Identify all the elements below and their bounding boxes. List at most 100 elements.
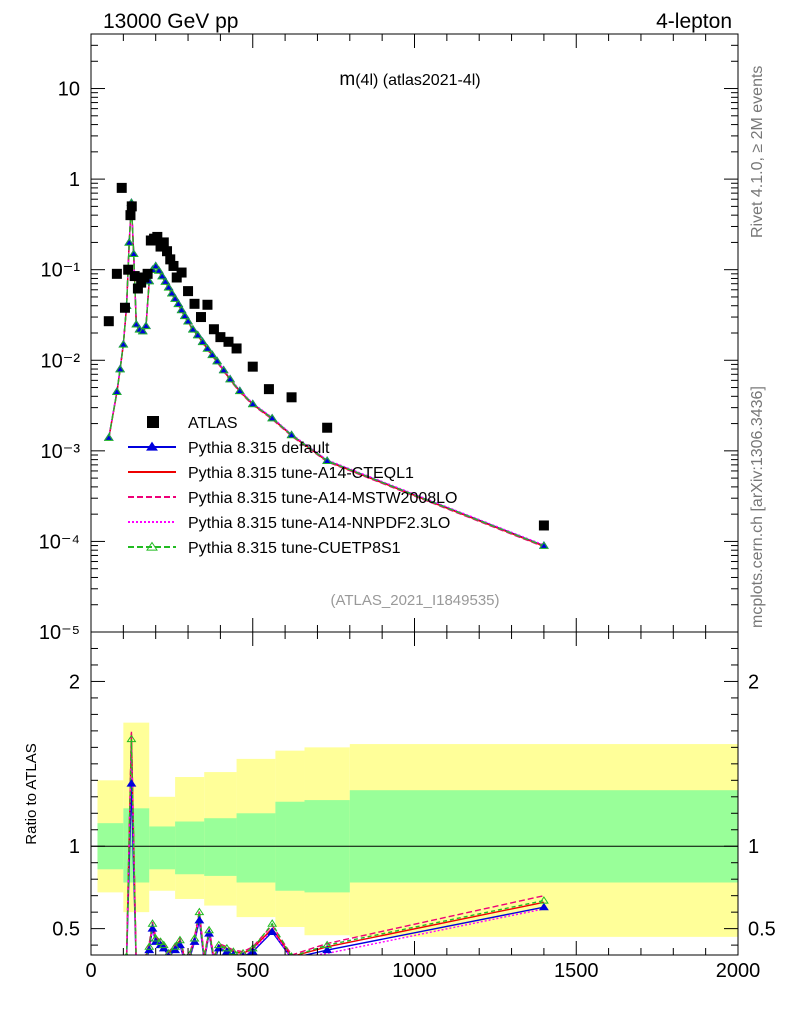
ratio-default-marker: [322, 945, 333, 954]
mc-cuetp8s1-marker: [128, 249, 139, 258]
mc-cuetp8s1-marker: [157, 271, 168, 280]
x-tick-label: 500: [236, 960, 269, 982]
legend-marker: [147, 416, 159, 428]
rivet-version-label: Rivet 4.1.0, ≥ 2M events: [749, 66, 766, 238]
legend-label: Pythia 8.315 default: [188, 440, 330, 457]
ratio-band-inner: [236, 813, 276, 883]
legend-entry: Pythia 8.315 tune-A14-CTEQL1: [128, 465, 414, 482]
ratio-y-tick-label-right: 0.5: [748, 919, 776, 941]
atlas-data-point: [165, 254, 176, 265]
header-left-label: 13000 GeV pp: [103, 10, 238, 33]
main-y-tick-label: 10⁻³: [41, 441, 81, 463]
ratio-band-inner: [175, 821, 205, 875]
legend-entry: ATLAS: [147, 415, 238, 432]
mc-cuetp8s1-marker: [166, 288, 177, 297]
legend: ATLAS Pythia 8.315 default Pythia 8.315 tu…: [128, 415, 457, 557]
main-y-tick-labels: 10 1 10⁻¹ 10⁻² 10⁻³ 10⁻⁴ 10⁻⁵: [39, 79, 81, 644]
mc-cuetp8s1-marker: [141, 321, 151, 330]
ratio-default-marker: [200, 958, 208, 964]
legend-entry: Pythia 8.315 tune-A14-MSTW2008LO: [128, 490, 457, 507]
atlas-data-point: [129, 271, 140, 282]
atlas-data-point: [162, 246, 173, 257]
atlas-data-point: [126, 201, 137, 212]
ratio-tick-labels: 0.5 0.5 1 1 2 2 0 500 1000 1500 2000: [52, 671, 776, 982]
atlas-data-point: [322, 422, 333, 433]
mc-cuetp8s1-marker: [538, 541, 549, 549]
legend-entry: Pythia 8.315 default: [128, 440, 330, 457]
ratio-cuetp8s1-marker: [322, 940, 333, 949]
atlas-data-point: [103, 316, 114, 327]
ratio-axis-ticks: [90, 632, 739, 955]
ratio-cuetp8s1-marker: [184, 953, 186, 955]
main-y-tick-label: 10: [58, 79, 80, 101]
atlas-data-point: [176, 267, 187, 278]
ratio-default-marker: [132, 966, 140, 972]
ratio-series-line: [125, 739, 545, 955]
ratio-default-marker: [267, 927, 278, 935]
x-tick-label: 1500: [554, 960, 599, 982]
main-y-tick-label: 10⁻²: [41, 350, 81, 372]
ratio-default-marker: [126, 779, 137, 787]
atlas-data-point: [208, 324, 219, 335]
ratio-y-tick-label: 0.5: [52, 919, 80, 941]
analysis-watermark: (ATLAS_2021_I1849535): [330, 592, 499, 609]
ratio-series-group: [123, 730, 549, 972]
mc-cuetp8s1-marker: [187, 325, 198, 333]
plot-title-subscript: (4l): [355, 72, 378, 89]
mc-cuetp8s1-marker: [218, 365, 229, 374]
mc-cuetp8s1-marker: [207, 350, 218, 359]
legend-label: Pythia 8.315 tune-CUETP8S1: [188, 540, 401, 557]
ratio-cuetp8s1-marker: [158, 940, 169, 949]
mc-cuetp8s1-marker: [160, 277, 171, 285]
main-plot-panel: m(4l) (atlas2021-4l) (ATLAS_2021_I184953…: [39, 33, 739, 644]
legend-label: Pythia 8.315 tune-A14-MSTW2008LO: [188, 490, 457, 507]
ratio-y-tick-label: 2: [69, 671, 80, 693]
ratio-plot-frame: [90, 631, 739, 956]
ratio-default-marker: [538, 902, 549, 911]
ratio-default-marker: [290, 953, 293, 955]
atlas-data-point: [132, 283, 143, 294]
plot-title-main: m: [339, 69, 355, 90]
x-tick-label: 2000: [716, 960, 761, 982]
mc-cuetp8s1-marker: [225, 374, 236, 383]
ratio-band-inner: [349, 790, 738, 883]
ratio-default-marker: [123, 958, 131, 964]
atlas-data-point: [152, 231, 163, 242]
mc-cuetp8s1-marker: [137, 326, 148, 335]
atlas-data-point: [125, 210, 136, 221]
mc-cuetp8s1-marker: [154, 266, 164, 274]
mc-cuetp8s1-marker: [170, 294, 181, 302]
legend-label: Pythia 8.315 tune-A14-CTEQL1: [188, 465, 414, 482]
ratio-plot-content: [91, 730, 738, 972]
atlas-data-point: [538, 520, 549, 531]
ratio-band-inner: [204, 818, 237, 876]
mc-cuetp8s1-marker: [179, 311, 190, 320]
atlas-data-point: [263, 384, 274, 395]
mcplots-reference-label: mcplots.cern.ch [arXiv:1306.3436]: [749, 386, 766, 628]
mc-cuetp8s1-marker: [322, 456, 333, 464]
ratio-cuetp8s1-marker: [213, 940, 224, 949]
ratio-plot-panel: Ratio to ATLAS 0.5 0.5 1 1 2 2 0 500 1000 1500 200…: [23, 631, 776, 982]
mc-cuetp8s1-marker: [111, 387, 122, 395]
ratio-cuetp8s1-marker: [228, 947, 239, 955]
mc-cuetp8s1-marker: [183, 316, 193, 325]
ratio-cuetp8s1-marker: [140, 958, 148, 964]
mc-cuetp8s1-marker: [197, 337, 208, 346]
atlas-data-point: [136, 277, 147, 288]
mc-cuetp8s1-marker: [131, 320, 142, 328]
x-tick-label: 1000: [392, 960, 437, 982]
mc-cuetp8s1-marker: [234, 386, 245, 395]
mc-cuetp8s1-marker: [267, 413, 278, 422]
legend-entry: Pythia 8.315 tune-A14-NNPDF2.3LO: [128, 515, 450, 532]
ratio-default-marker: [140, 961, 148, 967]
mc-cuetp8s1-marker: [150, 261, 161, 270]
ratio-cuetp8s1-marker: [194, 907, 205, 916]
mc-cuetp8s1-marker: [173, 299, 184, 308]
ratio-cuetp8s1-marker: [267, 919, 278, 927]
atlas-data-point: [223, 336, 234, 347]
ratio-cuetp8s1-marker: [132, 963, 140, 969]
plot-title-paren: (atlas2021-4l): [378, 72, 480, 89]
mc-cuetp8s1-marker: [124, 238, 135, 246]
ratio-cuetp8s1-marker: [150, 934, 161, 942]
ratio-default-marker: [188, 953, 191, 955]
